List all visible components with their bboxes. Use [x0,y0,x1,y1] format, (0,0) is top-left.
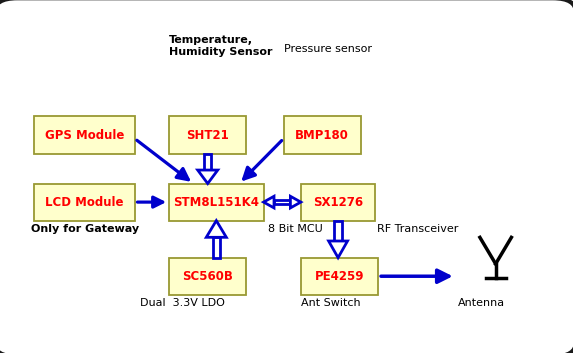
Text: RF Transceiver: RF Transceiver [377,224,458,234]
Text: Pressure sensor: Pressure sensor [284,44,372,54]
FancyArrow shape [335,221,342,241]
Text: BMP180: BMP180 [295,128,350,142]
Text: PE4259: PE4259 [315,270,364,283]
FancyArrow shape [274,200,291,204]
FancyBboxPatch shape [34,184,135,221]
FancyBboxPatch shape [169,184,264,221]
Text: SHT21: SHT21 [186,128,229,142]
FancyArrow shape [206,221,226,237]
FancyArrow shape [213,237,220,258]
Text: 8 Bit MCU: 8 Bit MCU [268,224,323,234]
Text: Ant Switch: Ant Switch [301,298,360,308]
FancyBboxPatch shape [169,116,246,154]
Text: SX1276: SX1276 [313,196,363,209]
FancyBboxPatch shape [301,184,375,221]
Text: STM8L151K4: STM8L151K4 [173,196,260,209]
FancyBboxPatch shape [34,116,135,154]
Text: Only for Gateway: Only for Gateway [31,224,139,234]
Text: Antenna: Antenna [458,298,505,308]
FancyArrow shape [198,170,218,184]
FancyBboxPatch shape [169,258,246,295]
Text: LCD Module: LCD Module [45,196,124,209]
FancyArrow shape [264,196,274,208]
Text: Temperature,
Humidity Sensor: Temperature, Humidity Sensor [169,35,273,57]
Text: GPS Module: GPS Module [45,128,124,142]
Text: SC560B: SC560B [182,270,233,283]
FancyArrow shape [291,196,301,208]
FancyArrow shape [204,154,211,170]
FancyBboxPatch shape [284,116,361,154]
FancyBboxPatch shape [301,258,378,295]
Text: Dual  3.3V LDO: Dual 3.3V LDO [140,298,225,308]
FancyArrow shape [329,241,347,258]
